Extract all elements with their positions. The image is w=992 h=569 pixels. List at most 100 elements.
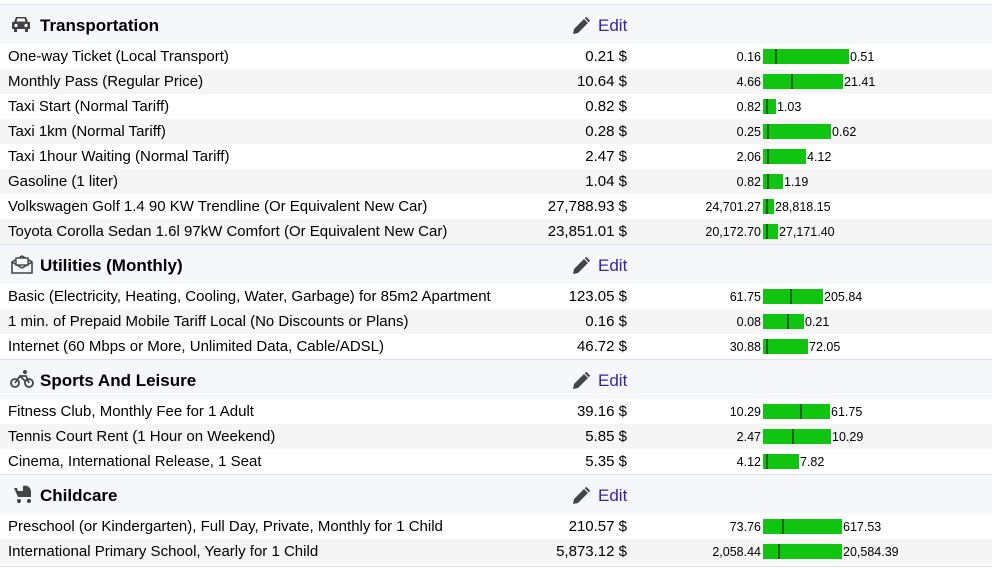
item-price: 210.57 $ xyxy=(568,518,627,535)
price-row: One-way Ticket (Local Transport) 0.21 $ 0.… xyxy=(0,44,992,69)
section-header: Transportation Edit xyxy=(0,4,992,44)
edit-link[interactable]: Edit xyxy=(598,486,628,505)
range-marker xyxy=(792,429,794,444)
item-name: International Primary School, Yearly for… xyxy=(8,543,319,560)
divider xyxy=(0,566,992,567)
item-price: 0.28 $ xyxy=(585,123,627,140)
icon xyxy=(573,486,591,504)
range-max: 0.21 xyxy=(805,315,830,329)
range-bar xyxy=(763,289,823,304)
item-price: 5.35 $ xyxy=(585,453,627,470)
item-name: Volkswagen Golf 1.4 90 KW Trendline (Or … xyxy=(8,198,428,215)
range-max: 21.41 xyxy=(844,75,876,89)
range-max: 617.53 xyxy=(843,520,882,534)
icon xyxy=(573,371,591,389)
price-row: Taxi Start (Normal Tariff) 0.82 $ 0.82 1.03 xyxy=(0,94,992,119)
item-name: Preschool (or Kindergarten), Full Day, P… xyxy=(8,518,443,535)
range-bar xyxy=(763,174,783,189)
icon xyxy=(12,17,30,32)
range-min: 0.82 xyxy=(736,175,761,189)
range-max: 1.03 xyxy=(777,100,802,114)
range-bar xyxy=(763,224,778,239)
range-max: 4.12 xyxy=(807,150,832,164)
edit-link[interactable]: Edit xyxy=(598,371,628,390)
item-name: Gasoline (1 liter) xyxy=(8,173,119,190)
item-name: 1 min. of Prepaid Mobile Tariff Local (N… xyxy=(8,313,409,330)
price-row: 1 min. of Prepaid Mobile Tariff Local (N… xyxy=(0,309,992,334)
range-bar xyxy=(763,99,776,114)
price-row: Monthly Pass (Regular Price) 10.64 $ 4.66 2… xyxy=(0,69,992,94)
range-min: 20,172.70 xyxy=(705,225,761,239)
icon xyxy=(10,370,34,388)
price-row: Basic (Electricity, Heating, Cooling, Wa… xyxy=(0,284,992,309)
range-marker xyxy=(778,544,780,559)
item-price: 2.47 $ xyxy=(585,148,627,165)
item-price: 39.16 $ xyxy=(576,403,627,420)
range-bar xyxy=(763,149,806,164)
item-price: 5.85 $ xyxy=(585,428,627,445)
range-marker xyxy=(790,289,792,304)
edit-link[interactable]: Edit xyxy=(598,16,628,35)
range-min: 4.12 xyxy=(736,455,761,469)
range-min: 10.29 xyxy=(729,405,761,419)
range-bar xyxy=(763,49,849,64)
range-bar xyxy=(763,124,831,139)
range-min: 2.06 xyxy=(736,150,761,164)
range-min: 61.75 xyxy=(729,290,761,304)
price-row: Cinema, International Release, 1 Seat 5.3… xyxy=(0,449,992,474)
range-max: 1.19 xyxy=(784,175,809,189)
section-title: Sports And Leisure xyxy=(40,371,197,390)
item-price: 27,788.93 $ xyxy=(547,198,627,215)
range-max: 7.82 xyxy=(800,455,825,469)
section-title: Utilities (Monthly) xyxy=(40,256,183,275)
range-marker xyxy=(766,224,768,239)
section-header: Childcare Edit xyxy=(0,474,992,514)
range-max: 72.05 xyxy=(809,340,841,354)
item-name: Fitness Club, Monthly Fee for 1 Adult xyxy=(8,403,254,420)
price-row: Tennis Court Rent (1 Hour on Weekend) 5.8… xyxy=(0,424,992,449)
range-marker xyxy=(766,454,768,469)
item-name: One-way Ticket (Local Transport) xyxy=(8,48,229,65)
edit-link[interactable]: Edit xyxy=(598,256,628,275)
range-marker xyxy=(767,124,769,139)
range-max: 0.51 xyxy=(850,50,875,64)
range-marker xyxy=(767,149,769,164)
range-min: 0.82 xyxy=(736,100,761,114)
section-title: Childcare xyxy=(40,486,118,505)
item-name: Taxi Start (Normal Tariff) xyxy=(8,98,170,115)
range-bar xyxy=(763,314,804,329)
icon xyxy=(573,256,591,274)
item-price: 10.64 $ xyxy=(576,73,627,90)
item-price: 23,851.01 $ xyxy=(547,223,627,240)
range-max: 205.84 xyxy=(824,290,863,304)
range-marker xyxy=(766,199,768,214)
range-min: 4.66 xyxy=(736,75,761,89)
icon xyxy=(14,485,31,503)
price-row: International Primary School, Yearly for… xyxy=(0,539,992,564)
section-header: Utilities (Monthly) Edit xyxy=(0,244,992,284)
item-name: Taxi 1hour Waiting (Normal Tariff) xyxy=(8,148,230,165)
range-max: 0.62 xyxy=(832,125,857,139)
icon xyxy=(573,16,591,34)
item-price: 1.04 $ xyxy=(585,173,627,190)
item-name: Taxi 1km (Normal Tariff) xyxy=(8,123,166,140)
range-marker xyxy=(767,174,769,189)
item-name: Internet (60 Mbps or More, Unlimited Dat… xyxy=(8,338,384,355)
item-name: Basic (Electricity, Heating, Cooling, Wa… xyxy=(8,288,491,305)
item-price: 0.16 $ xyxy=(585,313,627,330)
range-bar xyxy=(763,404,830,419)
range-min: 0.25 xyxy=(736,125,761,139)
icon xyxy=(11,255,33,274)
price-row: Gasoline (1 liter) 1.04 $ 0.82 1.19 xyxy=(0,169,992,194)
item-name: Tennis Court Rent (1 Hour on Weekend) xyxy=(8,428,276,445)
range-marker xyxy=(800,404,802,419)
range-marker xyxy=(782,519,784,534)
range-marker xyxy=(787,314,789,329)
item-price: 0.21 $ xyxy=(585,48,627,65)
range-marker xyxy=(766,339,768,354)
range-min: 2,058.44 xyxy=(712,545,761,559)
range-max: 20,584.39 xyxy=(843,545,899,559)
range-bar xyxy=(763,544,842,559)
range-bar xyxy=(763,454,799,469)
